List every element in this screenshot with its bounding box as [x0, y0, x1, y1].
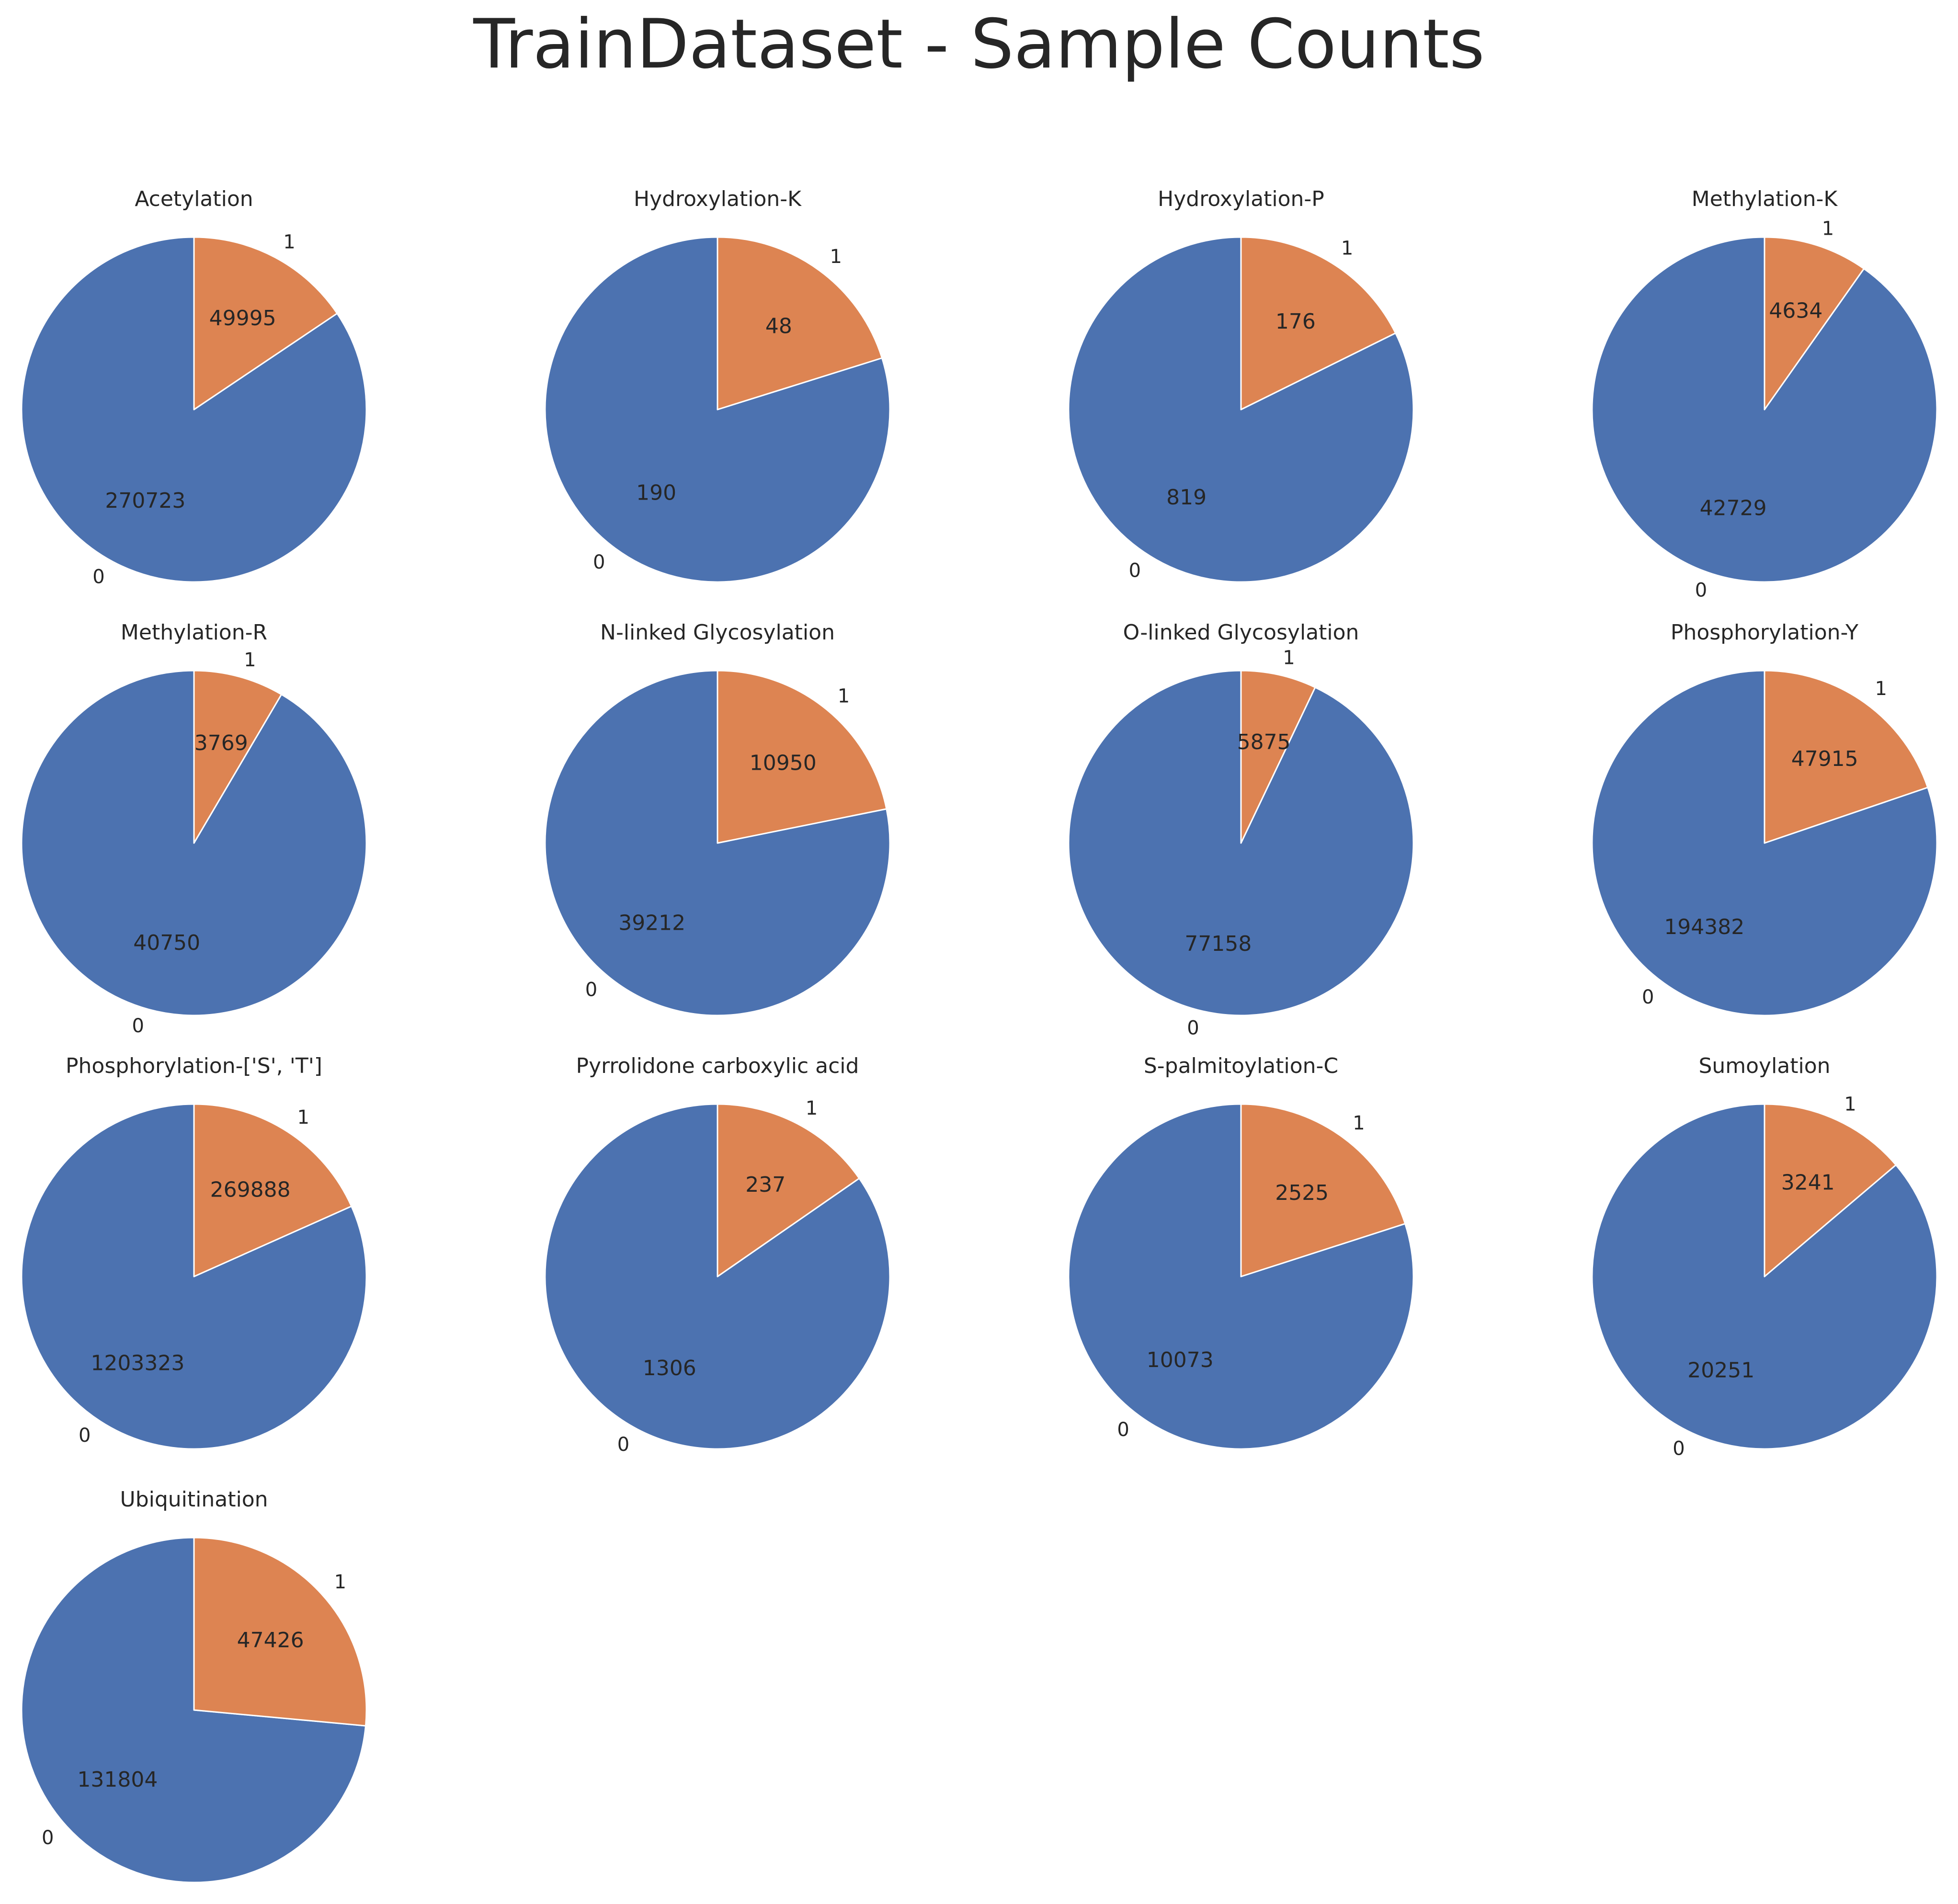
pie-slice-class-1 [193, 670, 283, 844]
pie-count-label: 10073 [1147, 1348, 1214, 1372]
pie-class-label: 1 [334, 1571, 346, 1593]
pie-count-label: 49995 [209, 306, 276, 331]
pie-title: Ubiquitination [120, 1487, 268, 1512]
pie-count-label: 42729 [1700, 496, 1767, 520]
pie-count-label: 1203323 [91, 1351, 184, 1376]
pie-title: N-linked Glycosylation [600, 620, 835, 645]
pie-count-label: 39212 [618, 911, 685, 935]
pie-class-label: 1 [806, 1097, 818, 1119]
pie-slice-class-1 [1240, 236, 1397, 410]
figure-title: TrainDataset - Sample Counts [473, 5, 1485, 84]
pie-class-label: 0 [1117, 1419, 1129, 1441]
pie-count-label: 5875 [1237, 730, 1291, 754]
pie-count-label: 3241 [1781, 1171, 1835, 1195]
pie-class-label: 1 [1283, 647, 1295, 669]
pie-o-linked-glycosylation: 77158 0 5875 1O-linked Glycosylation [1068, 620, 1414, 1039]
pie-slice-class-1 [193, 236, 338, 410]
pie-title: S-palmitoylation-C [1144, 1054, 1338, 1078]
pie-class-label: 0 [617, 1434, 629, 1456]
pie-count-label: 40750 [133, 931, 200, 955]
pie-class-label: 0 [132, 1015, 144, 1037]
pie-count-label: 176 [1275, 309, 1316, 334]
pie-class-label: 1 [1875, 678, 1887, 700]
pie-title: Acetylation [135, 187, 253, 211]
pie-count-label: 4634 [1769, 299, 1822, 323]
pie-title: Hydroxylation-K [634, 187, 802, 211]
pie-count-label: 819 [1166, 485, 1207, 510]
pie-count-label: 3769 [194, 731, 248, 755]
pie-count-label: 20251 [1687, 1358, 1754, 1383]
pie-count-label: 48 [765, 314, 792, 338]
pie-hydroxylation-k: 190 0 48 1 Hydroxylation-K [544, 187, 891, 583]
pie-slice-class-1 [717, 236, 883, 410]
pie-class-label: 0 [92, 566, 104, 588]
pie-acetylation: 270723 0 49995 1 Acetylation [21, 187, 367, 588]
pie-title: Phosphorylation-Y [1671, 620, 1858, 645]
pie-title: Hydroxylation-P [1158, 187, 1324, 211]
pie-count-label: 194382 [1664, 915, 1744, 939]
pie-ubiquitination: 131804 0 47426 1 Ubiquitination [21, 1487, 367, 1883]
pie-class-label: 0 [593, 551, 605, 573]
pie-title: Methylation-K [1692, 187, 1838, 211]
pie-class-label: 1 [1353, 1112, 1365, 1134]
pie-title: O-linked Glycosylation [1123, 620, 1359, 645]
pie-title: Sumoylation [1698, 1054, 1830, 1078]
pie-class-label: 1 [283, 231, 295, 253]
pie-class-label: 1 [244, 649, 256, 671]
pie-class-label: 1 [830, 246, 842, 268]
pie-slice-class-1 [1240, 670, 1316, 844]
pie-methylation-r: 40750 0 3769 1 Methylation-R [21, 620, 367, 1037]
pie-class-label: 1 [1844, 1094, 1856, 1116]
pie-count-label: 1306 [643, 1356, 696, 1380]
pie-class-label: 0 [1642, 986, 1654, 1008]
pie-n-linked-glycosylation: 39212 0 10950 1 N-linked Glycosylation [544, 620, 891, 1016]
pie-count-label: 47426 [237, 1628, 304, 1653]
pie-count-label: 47915 [1791, 747, 1858, 771]
pie-title: Pyrrolidone carboxylic acid [576, 1054, 859, 1078]
pie-class-label: 0 [1695, 579, 1707, 601]
pie-count-label: 2525 [1275, 1181, 1329, 1205]
pie-phosphorylation-y: 194382 0 47915 1 Phosphorylation-Y [1591, 620, 1938, 1016]
pie-class-label: 1 [297, 1106, 309, 1129]
pie-slice-class-1 [1764, 236, 1865, 410]
pie-s-palmitoylation-c: 10073 0 2525 1 S-palmitoylation-C [1068, 1054, 1414, 1450]
pie-pyrrolidone-carboxylic-acid: 1306 0 237 1 Pyrrolidone carboxylic acid [544, 1054, 891, 1456]
pie-count-label: 237 [745, 1173, 785, 1197]
pie-class-label: 1 [1341, 238, 1353, 260]
pie-slice-class-1 [1240, 1103, 1406, 1277]
pie-count-label: 190 [636, 481, 676, 505]
pie-slice-class-1 [1764, 670, 1929, 844]
pie-count-label: 10950 [750, 751, 817, 775]
pie-count-label: 269888 [210, 1177, 291, 1202]
pie-slice-class-1 [193, 1537, 367, 1727]
pie-slice-class-1 [717, 1103, 860, 1277]
pie-class-label: 0 [42, 1827, 54, 1849]
pie-class-label: 0 [1129, 559, 1141, 581]
pie-phosphorylation-s-t: 1203323 0 269888 1 Phosphorylation-['S', 'T'… [21, 1054, 367, 1450]
pie-slice-class-1 [1764, 1103, 1897, 1277]
pie-class-label: 1 [838, 685, 850, 707]
pie-class-label: 0 [1187, 1017, 1199, 1039]
pie-slice-class-1 [717, 670, 888, 844]
pie-count-label: 77158 [1184, 932, 1252, 956]
pie-count-label: 270723 [105, 489, 185, 513]
pie-count-label: 131804 [77, 1767, 158, 1792]
pie-sumoylation: 20251 0 3241 1 Sumoylation [1591, 1054, 1938, 1459]
pie-title: Methylation-R [121, 620, 267, 645]
pie-class-label: 0 [79, 1425, 91, 1447]
pie-title: Phosphorylation-['S', 'T'] [66, 1054, 322, 1078]
pie-slice-class-1 [193, 1103, 353, 1277]
pie-class-label: 1 [1822, 218, 1834, 240]
pie-hydroxylation-p: 819 0 176 1 Hydroxylation-P [1068, 187, 1414, 583]
pie-methylation-k: 42729 0 4634 1 Methylation-K [1591, 187, 1938, 601]
pie-class-label: 0 [1673, 1437, 1685, 1459]
pie-class-label: 0 [585, 979, 597, 1001]
